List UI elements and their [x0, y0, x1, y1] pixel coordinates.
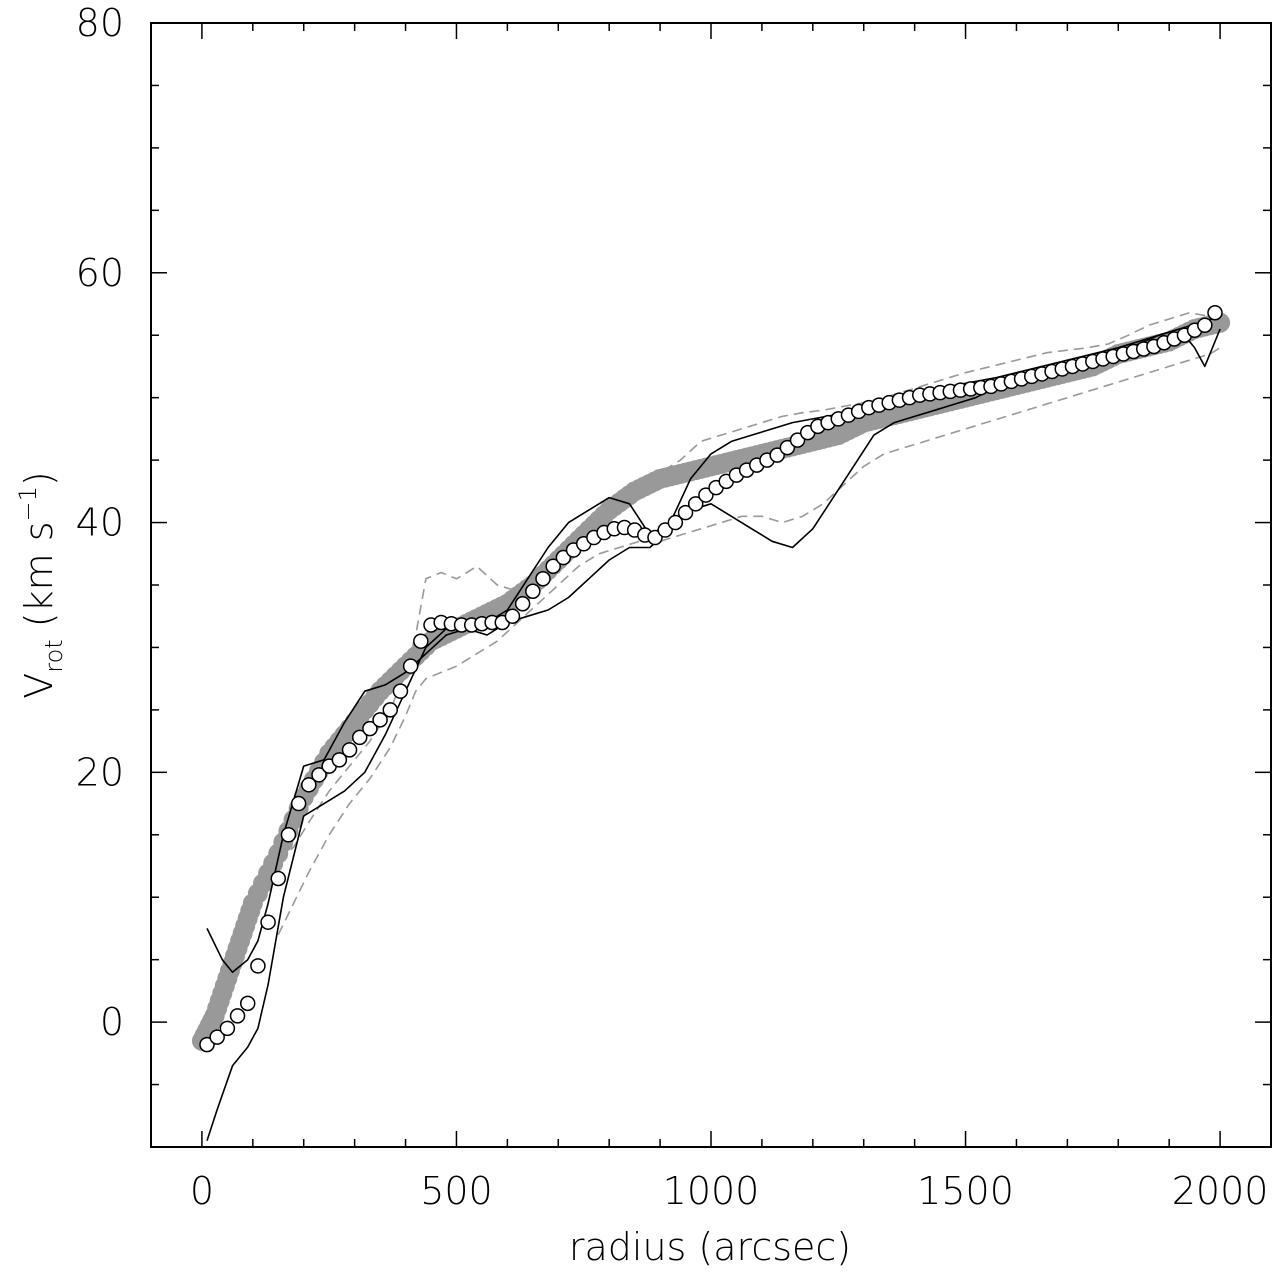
open-circle-point — [229, 1008, 246, 1024]
open-circle-point — [525, 583, 541, 599]
y-axis-label: Vrot (km s−1) — [14, 471, 68, 698]
open-circle-point — [779, 439, 796, 456]
open-circle-point — [250, 958, 266, 974]
open-circle-point — [372, 712, 388, 728]
open-circle-point — [657, 522, 673, 538]
open-circle-point — [199, 1036, 215, 1053]
y-axis-label-units-prefix: (km s — [17, 521, 61, 639]
open-circle-point — [545, 558, 561, 575]
open-circle-point — [341, 742, 358, 758]
open-circle-point — [555, 549, 572, 566]
open-circle-point — [260, 914, 276, 930]
tick-labels-layer: 0 500 1000 1500 2000 0 20 40 60 80 — [76, 1, 1269, 1213]
open-circle-point — [413, 633, 429, 649]
series-group — [191, 304, 1231, 1142]
y-axis-label-superscript: −1 — [14, 486, 42, 521]
x-tick-label: 500 — [420, 1169, 493, 1213]
open-circle-point — [514, 595, 531, 612]
open-circle-point — [1197, 317, 1213, 333]
y-tick-label: 80 — [76, 1, 124, 45]
dashed-envelope-line — [277, 309, 1221, 861]
open-circle-point — [392, 683, 409, 699]
open-circle-point — [402, 658, 419, 674]
open-circle-point — [647, 529, 663, 546]
y-axis-label-subscript: rot — [40, 639, 68, 672]
open-circle-point — [351, 729, 368, 746]
open-circle-point — [311, 767, 327, 783]
series-layer — [191, 304, 1231, 1142]
open-circle-point — [677, 504, 694, 521]
open-circle-point — [290, 795, 307, 812]
open-circle-point — [687, 496, 704, 512]
y-axis-label-main: V — [17, 673, 61, 699]
open-circle-point — [270, 870, 287, 887]
open-circle-point — [301, 777, 317, 793]
y-tick-label: 40 — [76, 501, 124, 545]
y-tick-label: 0 — [100, 1000, 124, 1044]
open-circle-point — [362, 720, 378, 737]
open-circle-point — [219, 1020, 236, 1037]
open-circle-point — [280, 827, 297, 843]
x-tick-label: 0 — [190, 1169, 214, 1213]
open-circle-point — [698, 487, 714, 503]
open-circle-point — [667, 514, 684, 531]
open-circle-point — [382, 702, 399, 718]
ticks-layer — [150, 22, 1272, 1148]
open-circle-point — [504, 608, 521, 624]
x-tick-label: 1000 — [663, 1169, 760, 1213]
open-circle-point — [209, 1029, 225, 1045]
x-tick-label: 1500 — [917, 1169, 1014, 1213]
open-circle-point — [535, 571, 551, 587]
open-circle-point — [1207, 304, 1223, 321]
solid-envelope-line — [206, 315, 1221, 973]
open-circle-point — [769, 447, 785, 463]
y-tick-label: 20 — [76, 750, 124, 794]
open-circle-point — [331, 752, 348, 768]
y-tick-label: 60 — [76, 251, 124, 295]
dashed-envelope-line — [277, 347, 1221, 936]
x-tick-label: 2000 — [1172, 1169, 1269, 1213]
open-circle-point — [239, 995, 256, 1012]
x-axis-label: radius (arcsec) — [569, 1225, 851, 1269]
open-circle-point — [789, 432, 806, 448]
y-axis-label-units-suffix: ) — [17, 471, 61, 486]
